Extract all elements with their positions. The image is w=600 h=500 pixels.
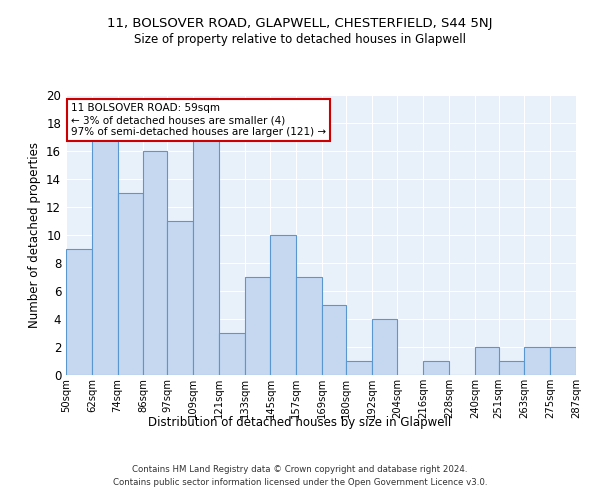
Bar (66, 249, 92, 375)
Text: Size of property relative to detached houses in Glapwell: Size of property relative to detached ho… (134, 32, 466, 46)
Text: 11 BOLSOVER ROAD: 59sqm
← 3% of detached houses are smaller (4)
97% of semi-deta: 11 BOLSOVER ROAD: 59sqm ← 3% of detached… (71, 104, 326, 136)
Bar (118, 193, 143, 375)
Bar (524, 347, 550, 375)
Bar (423, 361, 449, 375)
Bar (245, 277, 271, 375)
Bar (475, 347, 499, 375)
Bar (499, 361, 524, 375)
Bar (322, 305, 346, 375)
Bar (346, 361, 371, 375)
Bar (92, 137, 118, 375)
Bar (371, 319, 397, 375)
Text: Contains public sector information licensed under the Open Government Licence v3: Contains public sector information licen… (113, 478, 487, 487)
Text: Distribution of detached houses by size in Glapwell: Distribution of detached houses by size … (148, 416, 452, 429)
Bar (550, 347, 576, 375)
Bar (143, 151, 167, 375)
Bar (193, 137, 219, 375)
Bar (167, 221, 193, 375)
Y-axis label: Number of detached properties: Number of detached properties (28, 142, 41, 328)
Bar (271, 235, 296, 375)
Text: 11, BOLSOVER ROAD, GLAPWELL, CHESTERFIELD, S44 5NJ: 11, BOLSOVER ROAD, GLAPWELL, CHESTERFIEL… (107, 18, 493, 30)
Bar (296, 277, 322, 375)
Text: Contains HM Land Registry data © Crown copyright and database right 2024.: Contains HM Land Registry data © Crown c… (132, 466, 468, 474)
Bar (219, 333, 245, 375)
